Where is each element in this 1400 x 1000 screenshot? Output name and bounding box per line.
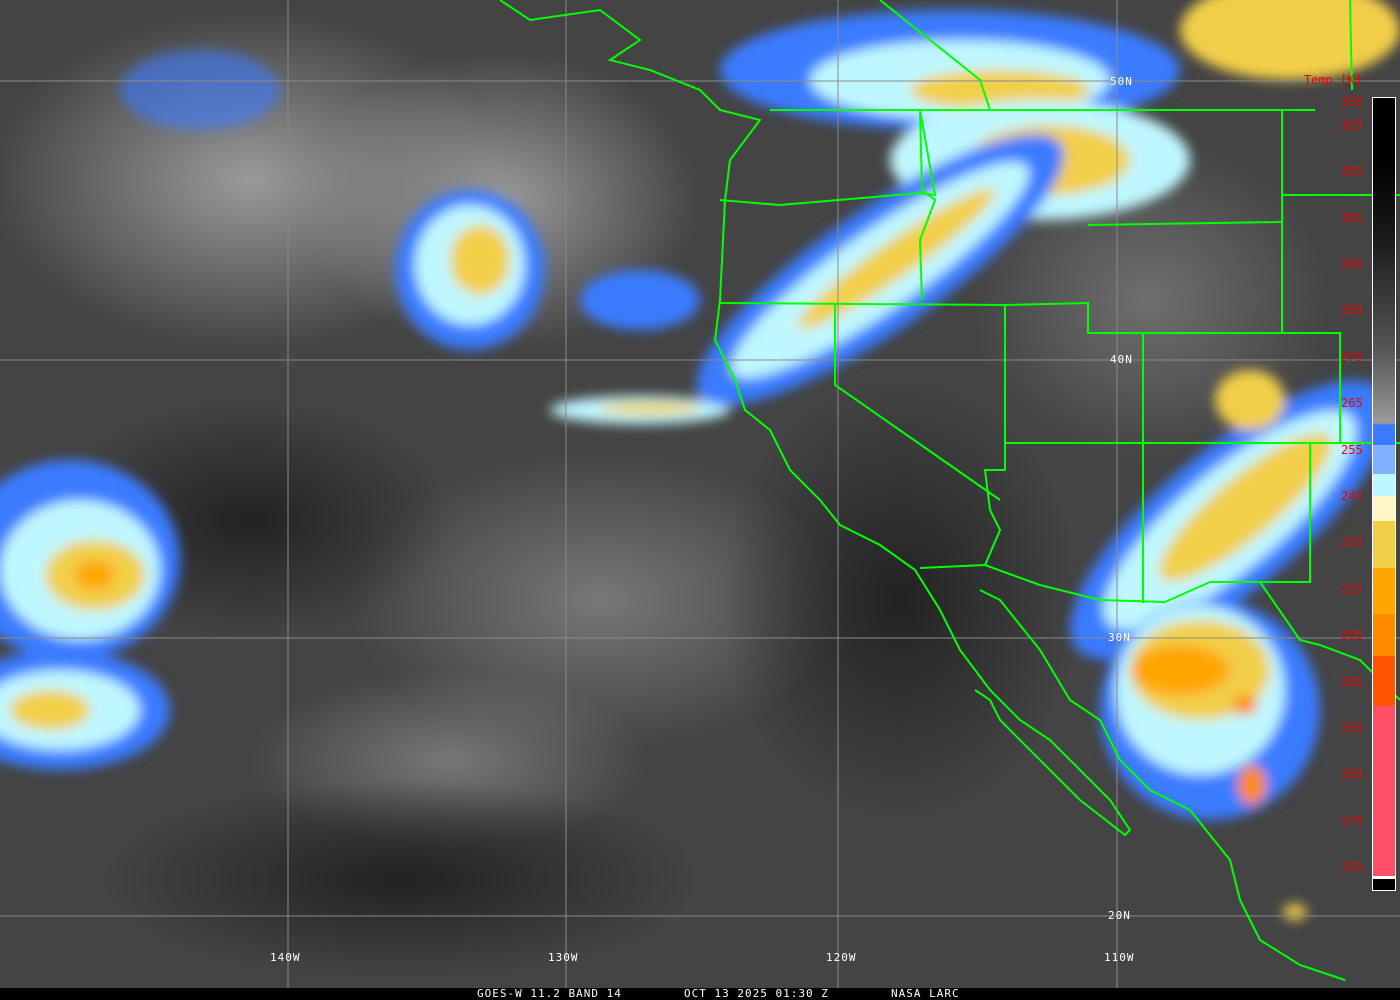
colorbar-tick-label: 245 (1341, 489, 1363, 503)
gray-cloud-texture (0, 10, 1330, 980)
lon-label-130w: 130W (548, 951, 579, 964)
colorbar-tick-label: 235 (1341, 535, 1363, 549)
lon-label-120w: 120W (826, 951, 857, 964)
colorbar-tick-label: 315 (1341, 164, 1363, 178)
colorbar-tick-label: 255 (1341, 443, 1363, 457)
state-borders (719, 109, 937, 207)
lat-label-40n: 40N (1110, 353, 1133, 366)
colorbar-tick-label: 325 (1341, 118, 1363, 132)
lon-label-140w: 140W (270, 951, 301, 964)
colorbar-title: Temp [K] (1304, 73, 1362, 87)
footer-bar: GOES-W 11.2 BAND 14 OCT 13 2025 01:30 Z … (0, 988, 1400, 1000)
colorbar-tick-label: 175 (1341, 814, 1363, 828)
colorbar-tick-label: 165 (1341, 860, 1363, 874)
colorbar-tick-label: 305 (1341, 211, 1363, 225)
west-coastline (499, 0, 1132, 837)
lat-label-20n: 20N (1108, 909, 1131, 922)
colorbar-tick-label: 265 (1341, 396, 1363, 410)
colorbar-tick-label: 330 (1341, 95, 1363, 109)
temperature-colorbar (1372, 97, 1396, 891)
mexico-mainland-coast (979, 589, 1346, 981)
colorbar-tick-label: 225 (1341, 582, 1363, 596)
colorbar-tick-label: 215 (1341, 628, 1363, 642)
colorbar-tick-label: 275 (1341, 350, 1363, 364)
lon-label-110w: 110W (1104, 951, 1135, 964)
colorbar-tick-label: 195 (1341, 721, 1363, 735)
lat-label-30n: 30N (1108, 631, 1131, 644)
colorbar-tick-label: 295 (1341, 257, 1363, 271)
satellite-band: GOES-W 11.2 BAND 14 (477, 987, 622, 1000)
colorbar-tick-label: 205 (1341, 675, 1363, 689)
timestamp: OCT 13 2025 01:30 Z (684, 987, 829, 1000)
colorbar-tick-label: 285 (1341, 303, 1363, 317)
cold-cloud-tops (0, 0, 1400, 920)
colorbar-tick-label: 185 (1341, 767, 1363, 781)
lat-label-50n: 50N (1110, 75, 1133, 88)
credit: NASA LARC (891, 987, 960, 1000)
political-borders (499, 0, 1400, 981)
